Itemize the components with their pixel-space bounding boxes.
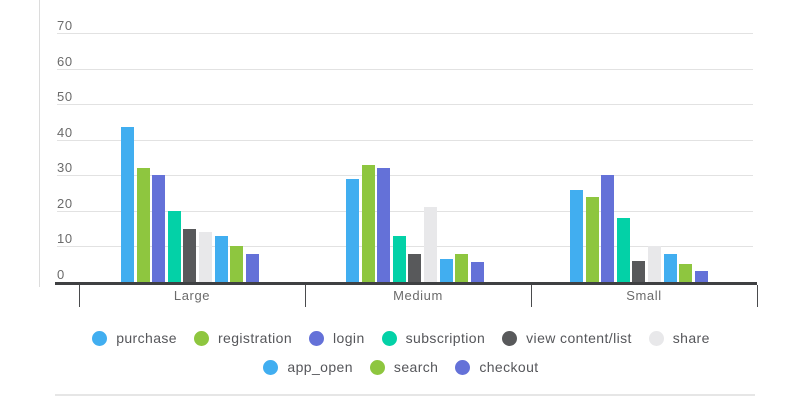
legend-item-purchase[interactable]: purchase	[92, 330, 177, 346]
bar-login-large	[152, 175, 166, 282]
legend-item-app-open[interactable]: app_open	[263, 359, 353, 375]
legend-item-registration[interactable]: registration	[193, 330, 293, 346]
legend-item-search[interactable]: search	[369, 359, 439, 375]
legend-item-label: purchase	[116, 330, 177, 346]
legend-item-login[interactable]: login	[309, 330, 365, 346]
bar-checkout-large	[245, 253, 259, 282]
legend-item-label: login	[333, 330, 365, 346]
x-axis-category-label-medium: Medium	[393, 288, 443, 303]
legend-item-checkout[interactable]: checkout	[455, 359, 538, 375]
bar-login-small	[601, 175, 615, 282]
bar-app-open-small	[663, 253, 677, 282]
legend-swatch-circle	[369, 359, 385, 375]
bar-share-small	[648, 246, 661, 282]
y-axis-guide-line	[39, 0, 40, 287]
legend-swatch-circle	[193, 330, 209, 346]
legend-swatch-circle	[92, 330, 108, 346]
bar-share-medium	[424, 207, 437, 282]
legend-item-label: app_open	[287, 359, 353, 375]
gridline	[57, 210, 753, 212]
bar-purchase-small	[570, 189, 583, 282]
legend-item-share[interactable]: share	[648, 330, 710, 346]
legend-item-label: share	[672, 330, 710, 346]
bottom-divider	[55, 394, 755, 396]
bar-subscription-large	[167, 210, 181, 282]
legend-swatch-circle	[648, 330, 664, 346]
x-axis-category-label-small: Small	[626, 288, 662, 303]
legend-swatch-circle	[455, 359, 471, 375]
bar-registration-large	[136, 168, 150, 282]
bar-checkout-small	[694, 271, 708, 282]
bar-purchase-large	[121, 127, 134, 282]
bar-registration-medium	[361, 164, 375, 282]
bar-search-medium	[455, 253, 469, 282]
legend-item-subscription[interactable]: subscription	[381, 330, 486, 346]
bar-subscription-small	[616, 218, 630, 282]
bar-app-open-large	[214, 235, 228, 282]
x-axis-tick	[757, 285, 758, 307]
bar-subscription-medium	[392, 235, 406, 282]
x-axis-tick	[305, 285, 306, 307]
bar-app-open-medium	[439, 258, 453, 282]
y-axis-tick-label: 30	[57, 160, 73, 176]
bar-share-large	[199, 232, 212, 282]
gridline	[57, 68, 753, 70]
bar-login-medium	[377, 168, 391, 282]
legend-item-label: search	[393, 359, 439, 375]
legend-swatch-circle	[263, 359, 279, 375]
bar-checkout-medium	[470, 262, 484, 282]
x-axis-tick	[531, 285, 532, 307]
y-axis-tick-label: 0	[57, 267, 65, 282]
legend-item-view-content-list[interactable]: view content/list	[502, 330, 632, 346]
gridline	[57, 104, 753, 106]
y-axis-tick-label: 70	[57, 18, 73, 34]
y-axis-tick-label: 40	[57, 124, 73, 140]
legend-swatch-circle	[309, 330, 325, 346]
gridline	[57, 33, 753, 35]
bar-view-content-list-medium	[408, 253, 422, 282]
legend-item-label: checkout	[479, 359, 539, 375]
y-axis-tick-label: 50	[57, 89, 73, 105]
legend-swatch-circle	[502, 330, 518, 346]
chart-legend: purchase registration login subscription vie…	[0, 330, 802, 375]
x-axis-line	[55, 282, 757, 285]
x-axis-category-label-large: Large	[173, 288, 211, 303]
bar-search-large	[230, 246, 244, 282]
gridline	[57, 175, 753, 177]
bar-purchase-medium	[346, 178, 359, 282]
bar-view-content-list-large	[183, 228, 197, 282]
bar-search-small	[679, 264, 693, 282]
x-axis-tick	[79, 285, 80, 307]
bar-view-content-list-small	[632, 260, 646, 282]
legend-item-label: subscription	[405, 330, 486, 346]
y-axis-tick-label: 60	[57, 53, 73, 69]
legend-item-label: registration	[217, 330, 293, 346]
gridline	[57, 139, 753, 141]
y-axis-tick-label: 20	[57, 195, 73, 211]
y-axis-tick-label: 10	[57, 231, 73, 247]
bar-registration-small	[585, 196, 599, 282]
legend-swatch-circle	[381, 330, 397, 346]
legend-item-label: view content/list	[526, 330, 632, 346]
legend-row: purchase registration login subscription vie…	[92, 330, 710, 346]
legend-row: app_open search checkout	[263, 359, 538, 375]
